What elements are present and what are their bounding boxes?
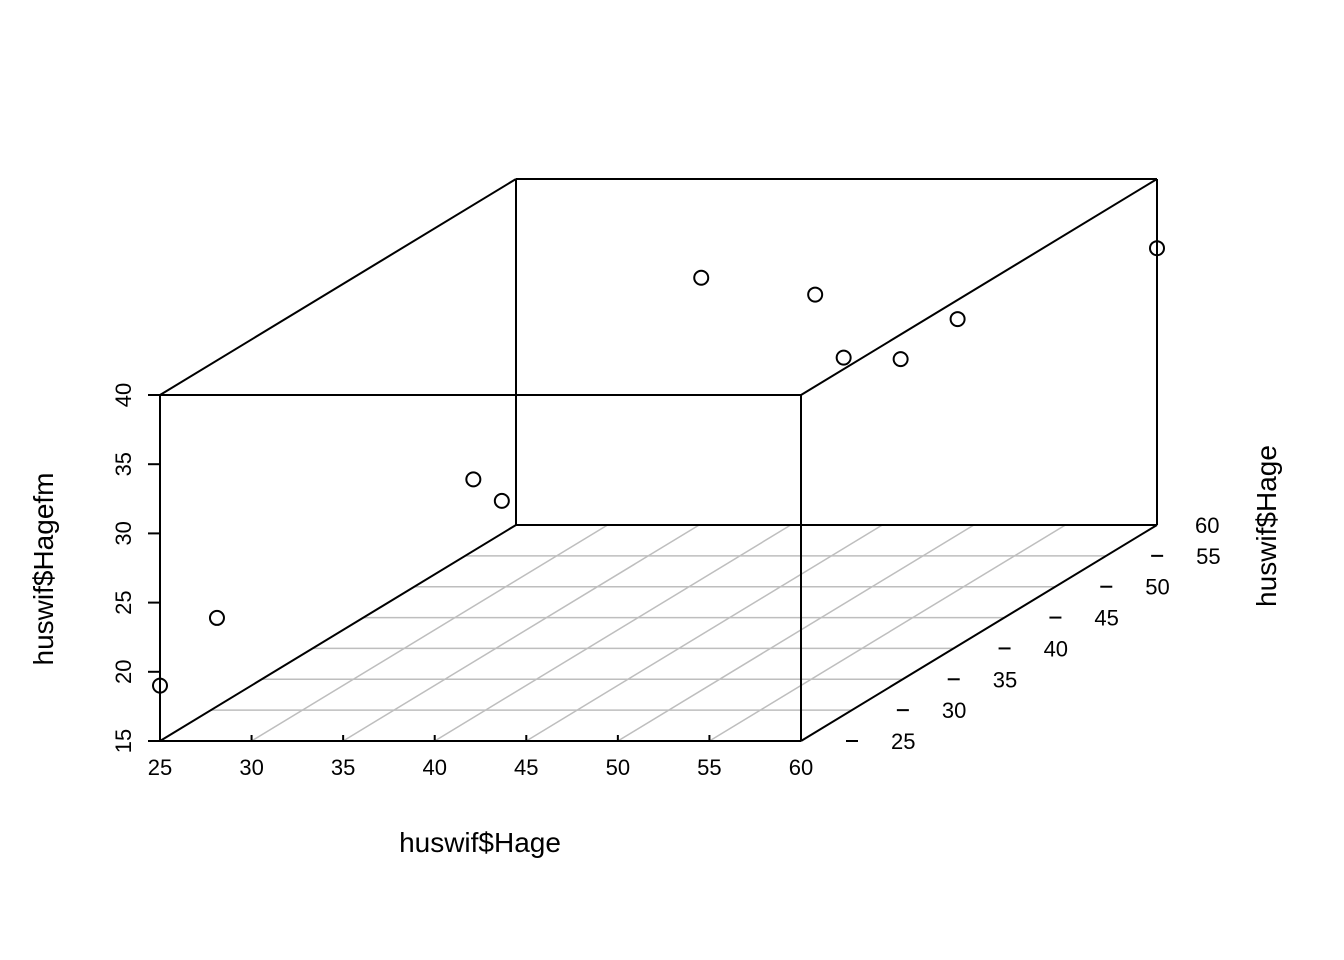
y-tick-label: 50: [1145, 575, 1169, 600]
grid-line-x: [434, 524, 792, 742]
y-tick-label: 30: [942, 698, 966, 723]
z-tick-label: 30: [111, 521, 136, 545]
data-point: [892, 351, 909, 368]
data-points: [152, 240, 1165, 694]
grid-line-x: [709, 524, 1066, 742]
data-point: [949, 311, 966, 328]
x-tick-label: 55: [697, 755, 721, 780]
x-tick-label: 25: [148, 755, 172, 780]
grid-line-x: [251, 524, 608, 742]
data-point: [152, 677, 168, 694]
data-point: [807, 286, 824, 303]
z-tick-label: 20: [111, 660, 136, 684]
grid-line-x: [342, 524, 700, 742]
data-point: [693, 269, 710, 286]
x-tick-label: 50: [606, 755, 630, 780]
y-tick-label: 55: [1196, 544, 1220, 569]
box-edge: [800, 178, 1158, 396]
y-axis-title: huswif$Hage: [1251, 445, 1282, 607]
y-tick-label: 40: [1044, 636, 1068, 661]
z-tick-label: 25: [111, 590, 136, 614]
y-tick-label: 35: [993, 667, 1017, 692]
grid-line-x: [617, 524, 975, 742]
data-point: [493, 492, 510, 509]
box-edge: [800, 524, 1158, 742]
data-point: [208, 609, 225, 626]
y-tick-label: 45: [1094, 606, 1118, 631]
box-edge: [159, 178, 517, 396]
x-tick-label: 30: [239, 755, 263, 780]
data-point: [1149, 240, 1165, 257]
box-edge: [159, 524, 517, 742]
x-axis-title: huswif$Hage: [399, 827, 561, 858]
data-point: [465, 471, 482, 488]
plot-box: [159, 178, 1158, 742]
x-tick-label: 60: [789, 755, 813, 780]
grid-line-x: [525, 524, 883, 742]
z-tick-label: 35: [111, 452, 136, 476]
x-tick-label: 35: [331, 755, 355, 780]
z-tick-label: 15: [111, 729, 136, 753]
z-tick-label: 40: [111, 383, 136, 407]
y-tick-label: 25: [891, 729, 915, 754]
floor-grid: [210, 524, 1107, 742]
x-tick-label: 45: [514, 755, 538, 780]
x-tick-label: 40: [422, 755, 446, 780]
axis-ticks: 25 30 35 40 45 50 55 60 25 30 35 40 45 50 55 60 15 20 25 30…: [111, 383, 1221, 780]
y-tick-label: 60: [1195, 513, 1219, 538]
data-point: [835, 349, 852, 366]
z-axis-title: huswif$Hagefm: [28, 473, 59, 666]
